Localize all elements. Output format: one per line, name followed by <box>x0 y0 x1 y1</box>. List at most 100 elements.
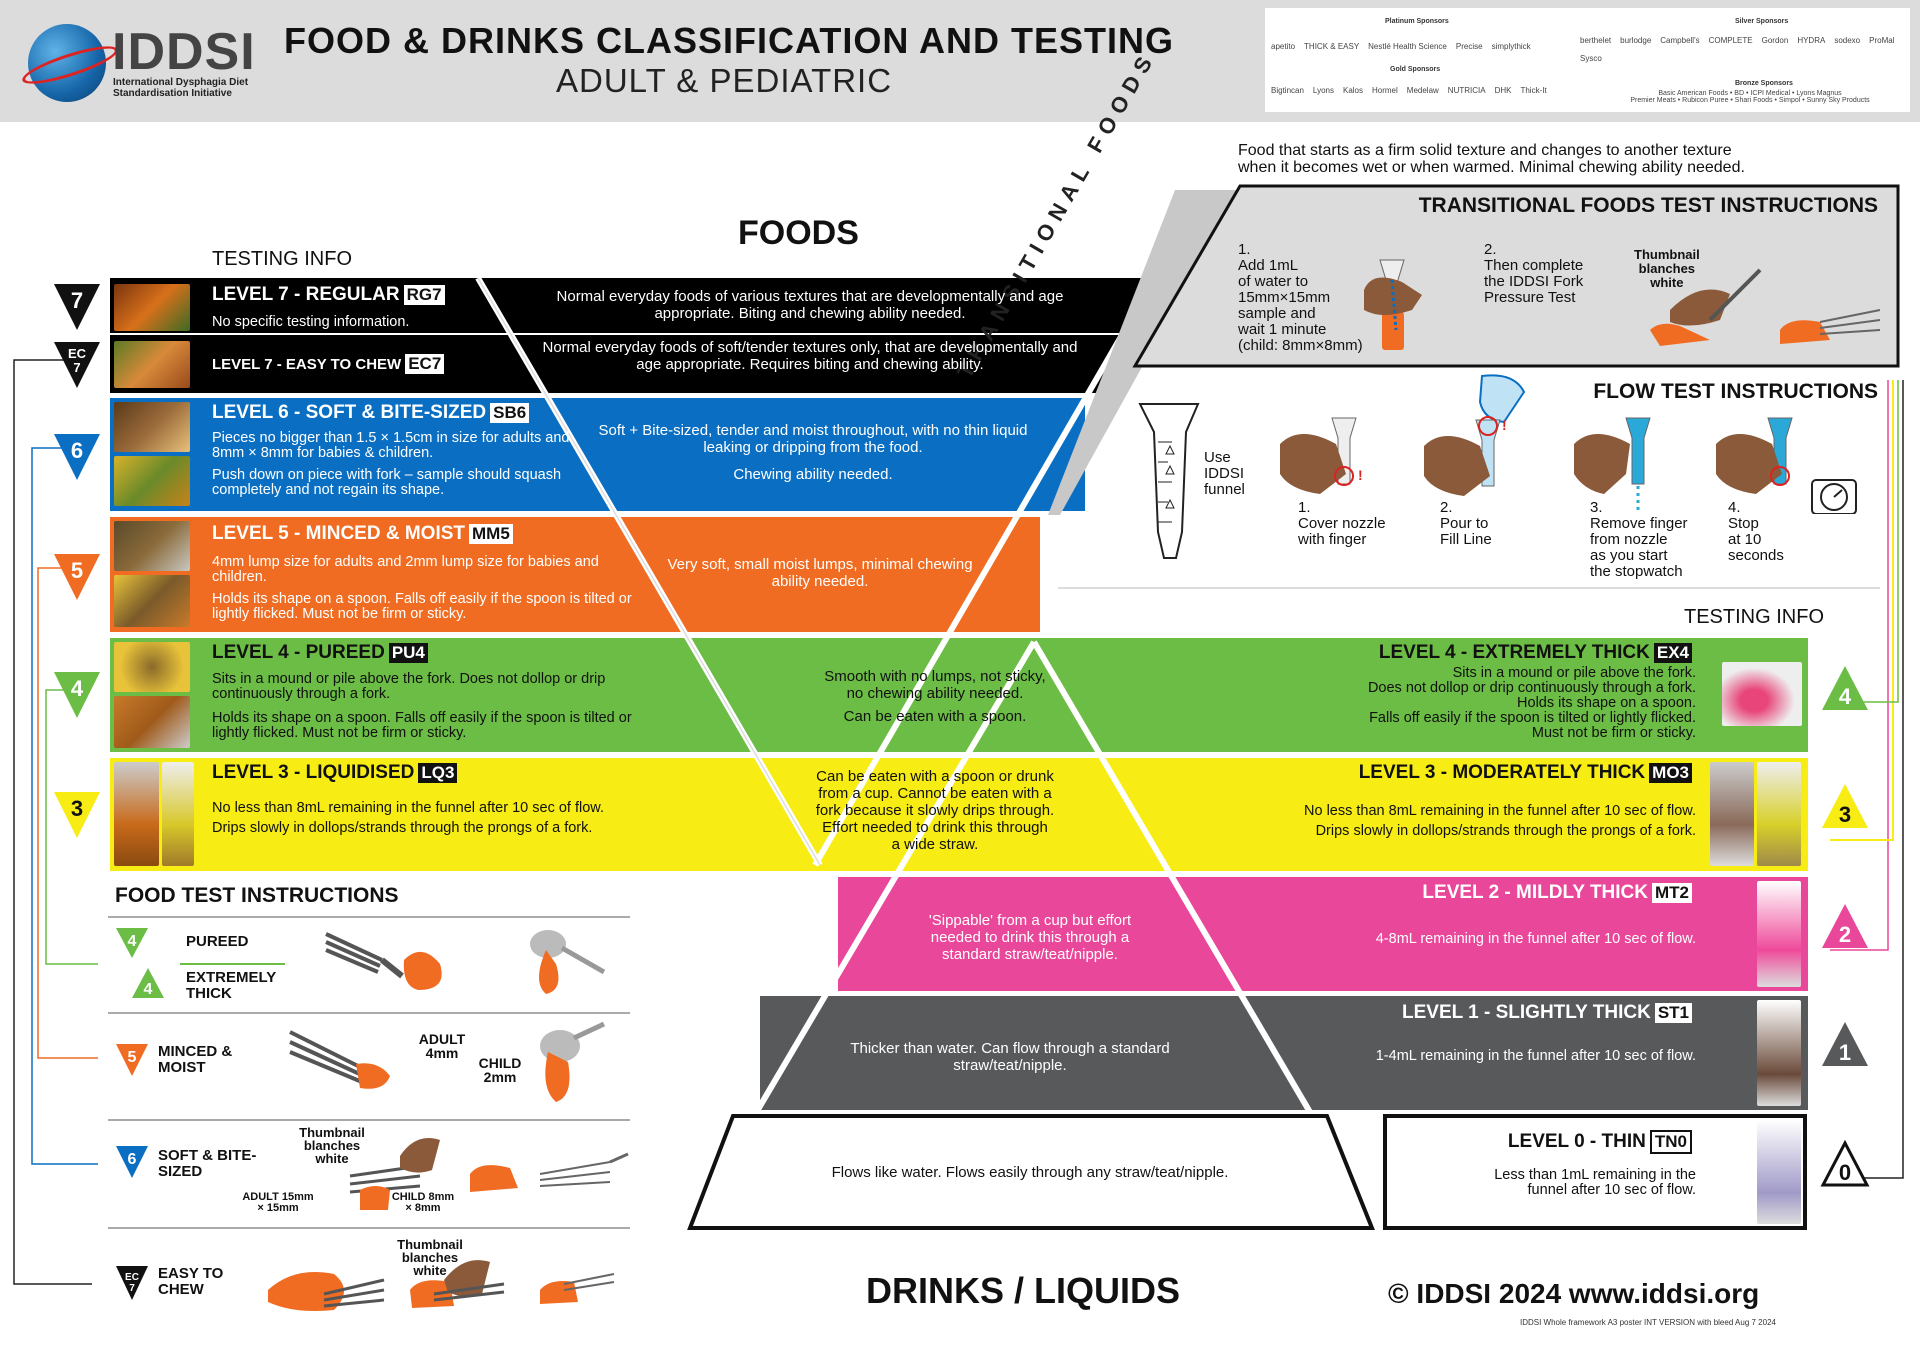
transitional-intro-1: Food that starts as a firm solid texture… <box>1238 142 1732 159</box>
flow-step4-line-0: 4. <box>1728 499 1741 516</box>
band-level5 <box>110 517 1040 632</box>
level7-regular-title: LEVEL 7 - REGULAR RG7 <box>212 284 445 306</box>
ft-easy-chew-label: EASY TO CHEW <box>158 1265 224 1298</box>
ft-soft-label: SOFT & BITE-SIZED <box>158 1147 257 1180</box>
svg-text:3: 3 <box>71 796 83 821</box>
level5-title-text: LEVEL 5 - MINCED & MOIST <box>212 523 466 544</box>
level4-info-2: Holds its shape on a spoon. Falls off ea… <box>212 710 632 741</box>
svg-text:5: 5 <box>71 558 83 583</box>
silver-sponsor-6: sodexo <box>1834 36 1861 45</box>
level6-info-1: Pieces no bigger than 1.5 × 1.5cm in siz… <box>212 430 570 461</box>
transitional-funnel-hand-icon <box>1362 250 1452 365</box>
level5-info-2: Holds its shape on a spoon. Falls off ea… <box>212 591 632 622</box>
bronze-line-1: Basic American Foods • BD • ICPI Medical… <box>1658 90 1842 97</box>
shared4-line3: Can be eaten with a spoon. <box>843 708 1027 725</box>
trans-thumb-line-0: Thumbnail <box>1634 247 1700 262</box>
food-photo-regular <box>114 284 190 331</box>
silver-label: Silver Sponsors <box>1735 18 1789 25</box>
foods-heading: FOODS <box>738 214 859 252</box>
ft-soft-badge-icon: 6 <box>116 1146 148 1178</box>
flow-step3-icon <box>1574 414 1684 519</box>
badge-level6-icon: 6 <box>54 434 100 480</box>
drink2-title-text: LEVEL 2 - MILDLY THICK <box>1422 882 1648 903</box>
level5-info-1: 4mm lump size for adults and 2mm lump si… <box>212 554 599 585</box>
drinks-testing-info: TESTING INFO <box>1684 606 1824 628</box>
drink2-info: 4-8mL remaining in the funnel after 10 s… <box>1236 932 1696 947</box>
level4-code: PU4 <box>388 643 428 663</box>
shared3-line1: Can be eaten with a spoon or drunk <box>816 768 1054 785</box>
band-level2 <box>838 877 1808 991</box>
ft-minced-badge-icon: 5 <box>116 1044 148 1076</box>
level3-shared-desc: Can be eaten with a spoon or drunk from … <box>770 768 1100 853</box>
level4-info-1: Sits in a mound or pile above the fork. … <box>212 671 606 702</box>
drink4-title: LEVEL 4 - EXTREMELY THICK EX4 <box>1379 642 1692 664</box>
gold-sponsor-5: NUTRICIA <box>1447 86 1486 95</box>
trans-step1-line-6: (child: 8mm×8mm) <box>1238 337 1363 354</box>
footer-copyright: © IDDSI 2024 www.iddsi.org <box>1388 1278 1760 1309</box>
drink4-line-0: Sits in a mound or pile above the fork. <box>1452 665 1696 681</box>
food-test-title: FOOD TEST INSTRUCTIONS <box>115 884 399 907</box>
level7-easy-code: EC7 <box>405 354 445 374</box>
level3-info-2: Drips slowly in dollops/strands through … <box>212 820 593 836</box>
svg-text:3: 3 <box>1839 802 1851 827</box>
flow-step2-line-2: Fill Line <box>1440 531 1492 548</box>
flow-step3-line-4: the stopwatch <box>1590 563 1683 580</box>
shared4-line1: Smooth with no lumps, not sticky, <box>824 668 1046 685</box>
platinum-sponsor-1: THICK & EASY <box>1304 42 1360 51</box>
flow-step2-line-1: Pour to <box>1440 515 1489 532</box>
band-level3 <box>110 758 1808 871</box>
food-photo-pureed-1 <box>114 642 190 692</box>
gold-sponsor-6: DHK <box>1494 86 1512 95</box>
flow-step2-line-0: 2. <box>1440 499 1453 516</box>
level3-code: LQ3 <box>418 763 458 783</box>
food-photo-minced-1 <box>114 521 190 571</box>
flow-step1-line-1: Cover nozzle <box>1298 515 1386 532</box>
ft-extremely-thick-badge-icon: 4 <box>132 968 164 998</box>
trans-step1-line-3: 15mm×15mm <box>1238 289 1331 306</box>
globe-logo-icon <box>28 24 106 102</box>
flow-step3-line-3: as you start <box>1590 547 1668 564</box>
svg-text:!: ! <box>1358 467 1363 483</box>
gold-sponsor-4: Medelaw <box>1406 86 1439 95</box>
drink3-title-text: LEVEL 3 - MODERATELY THICK <box>1358 762 1646 783</box>
drink4-line-1: Does not dollop or drip continuously thr… <box>1367 680 1696 696</box>
silver-sponsor-1: burlodge <box>1620 36 1652 45</box>
level4-title: LEVEL 4 - PUREED PU4 <box>212 642 428 664</box>
svg-text:7: 7 <box>129 1283 135 1294</box>
drink4-info: Sits in a mound or pile above the fork. D… <box>1136 666 1696 741</box>
svg-text:4: 4 <box>128 933 137 950</box>
silver-sponsor-8: Sysco <box>1580 54 1602 63</box>
drink4-code: EX4 <box>1653 643 1692 663</box>
level6-info-2: Push down on piece with fork – sample sh… <box>212 467 562 498</box>
level7-regular-info: No specific testing information. <box>212 314 410 330</box>
drink2-center-line-1: needed to drink this through a <box>930 929 1130 946</box>
trans-step2-line-3: Pressure Test <box>1484 289 1576 306</box>
ft-pureed-label: PUREED <box>186 933 249 950</box>
transitional-title: TRANSITIONAL FOODS TEST INSTRUCTIONS <box>1418 194 1878 217</box>
bronze-line-2: Premier Meats • Rubicon Puree • Shari Fo… <box>1630 97 1870 104</box>
drink2-center-line-0: 'Sippable' from a cup but effort <box>928 912 1132 929</box>
transitional-intro: Food that starts as a firm solid texture… <box>1238 142 1898 176</box>
gold-sponsor-2: Kalos <box>1342 86 1363 95</box>
drink0-desc: Flows like water. Flows easily through a… <box>770 1164 1290 1181</box>
ft-minced-child: CHILD 2mm <box>478 1055 522 1085</box>
trans-step2-line-1: Then complete <box>1484 257 1584 274</box>
level6-code: SB6 <box>490 403 530 423</box>
ft-easy-chew-thumb: Thumbnail blanches white <box>397 1237 463 1278</box>
level7-easy-desc: Normal everyday foods of soft/tender tex… <box>542 339 1078 373</box>
shared3-line3: fork because it slowly drips through. <box>815 802 1055 819</box>
drink1-line-0: 1-4mL remaining in the funnel after 10 s… <box>1375 1048 1696 1064</box>
flow-step1-line-0: 1. <box>1298 499 1311 516</box>
shared4-line2: no chewing ability needed. <box>846 685 1024 702</box>
flow-step1-icon: ! <box>1280 414 1380 509</box>
silver-sponsor-7: ProMal <box>1869 36 1895 45</box>
svg-text:1: 1 <box>1839 1040 1851 1065</box>
band-level0 <box>690 1116 1808 1228</box>
drink1-info: 1-4mL remaining in the funnel after 10 s… <box>1236 1049 1696 1064</box>
food-photo-pureed-2 <box>114 696 190 748</box>
svg-text:4: 4 <box>144 981 153 998</box>
bronze-sponsors: Basic American Foods • BD • ICPI Medical… <box>1595 90 1905 104</box>
silver-sponsor-0: berthelet <box>1580 36 1612 45</box>
level6-desc-1: Soft + Bite-sized, tender and moist thro… <box>598 422 1028 456</box>
silver-sponsor-2: Campbell's <box>1660 36 1700 45</box>
